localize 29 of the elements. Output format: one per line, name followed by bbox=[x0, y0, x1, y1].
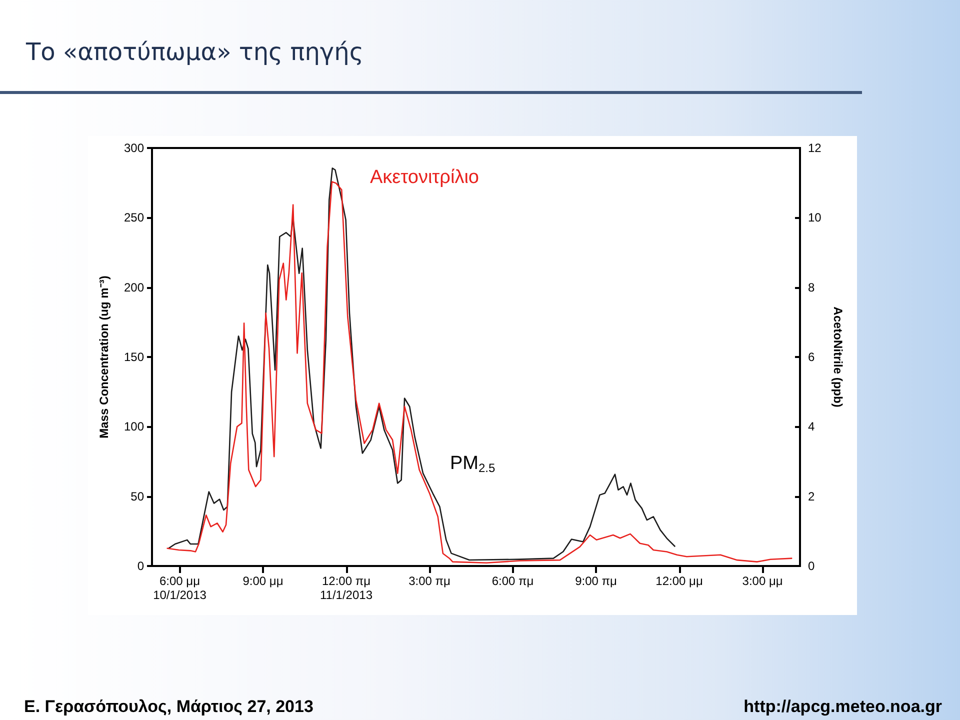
y2-tick-label: 4 bbox=[808, 420, 815, 434]
x-tick-label: 9:00 μμ bbox=[242, 574, 284, 588]
y2-tick-label: 0 bbox=[808, 559, 815, 573]
y2-axis-title: AcetoNitrile (ppb) bbox=[831, 306, 846, 408]
series-label: Ακετονιτρίλιο bbox=[370, 167, 479, 188]
y-axis-title: Mass Concentration (ug m⁻³) bbox=[97, 276, 111, 438]
y-tick-label: 50 bbox=[130, 489, 144, 504]
text: http://apcg.meteo.noa.gr bbox=[744, 697, 942, 717]
y2-tick-label: 12 bbox=[808, 141, 822, 155]
text: Ε. Γερασόπουλος, Μάρτιος 27, 2013 bbox=[24, 697, 314, 717]
y2-tick-label: 2 bbox=[808, 489, 815, 504]
x-tick-label: 12:00 πμ 11/1/2013 bbox=[320, 574, 373, 602]
x-tick-label: 6:00 πμ bbox=[492, 574, 534, 588]
x-tick-label: 3:00 μμ bbox=[742, 574, 783, 588]
y-tick-label: 250 bbox=[124, 210, 144, 225]
y2-tick-label: 6 bbox=[808, 350, 815, 364]
y-tick-label: 300 bbox=[124, 141, 144, 155]
y-tick-label: 100 bbox=[124, 420, 144, 434]
y2-tick-label: 8 bbox=[808, 280, 815, 294]
y-tick-label: 0 bbox=[137, 559, 144, 573]
x-tick-label: 3:00 πμ bbox=[408, 574, 451, 588]
chart-title: Το «αποτύπωμα» της πηγής bbox=[26, 38, 364, 66]
y2-tick-label: 10 bbox=[808, 210, 822, 225]
y-tick-label: 200 bbox=[124, 280, 144, 294]
x-tick-label: 9:00 πμ bbox=[575, 574, 618, 588]
line-series bbox=[168, 168, 676, 561]
x-tick-label: 12:00 μμ bbox=[656, 574, 703, 588]
x-tick-label: 6:00 μμ 10/1/2013 bbox=[153, 574, 207, 602]
y-tick-label: 150 bbox=[124, 350, 144, 364]
